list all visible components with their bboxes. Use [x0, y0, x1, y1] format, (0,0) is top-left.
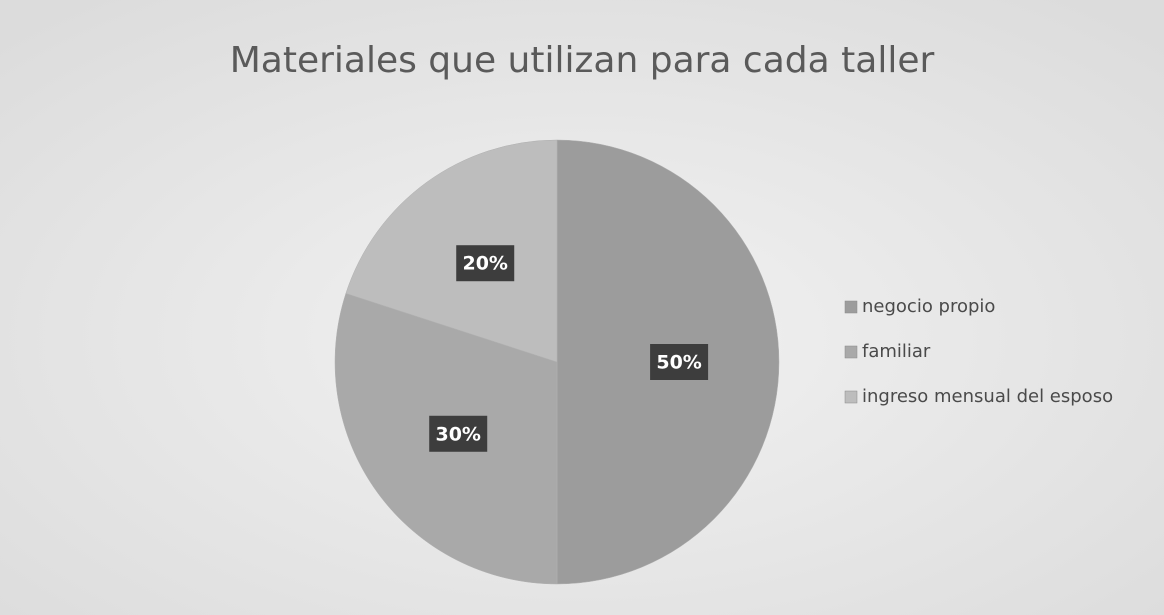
data-label: 20%	[462, 253, 507, 275]
legend-swatch	[844, 300, 858, 314]
legend-swatch	[844, 390, 858, 404]
chart-title: Materiales que utilizan para cada taller	[230, 40, 935, 81]
pie-slice	[345, 139, 558, 363]
legend-label: negocio propio	[862, 296, 995, 317]
legend-label: familiar	[862, 341, 931, 362]
legend-label: ingreso mensual del esposo	[862, 386, 1113, 407]
data-label-box	[456, 245, 515, 282]
legend-swatch	[844, 345, 858, 359]
data-label: 50%	[656, 352, 701, 374]
data-label-box	[429, 415, 488, 452]
data-label: 30%	[435, 423, 480, 445]
data-label-box	[650, 344, 709, 380]
